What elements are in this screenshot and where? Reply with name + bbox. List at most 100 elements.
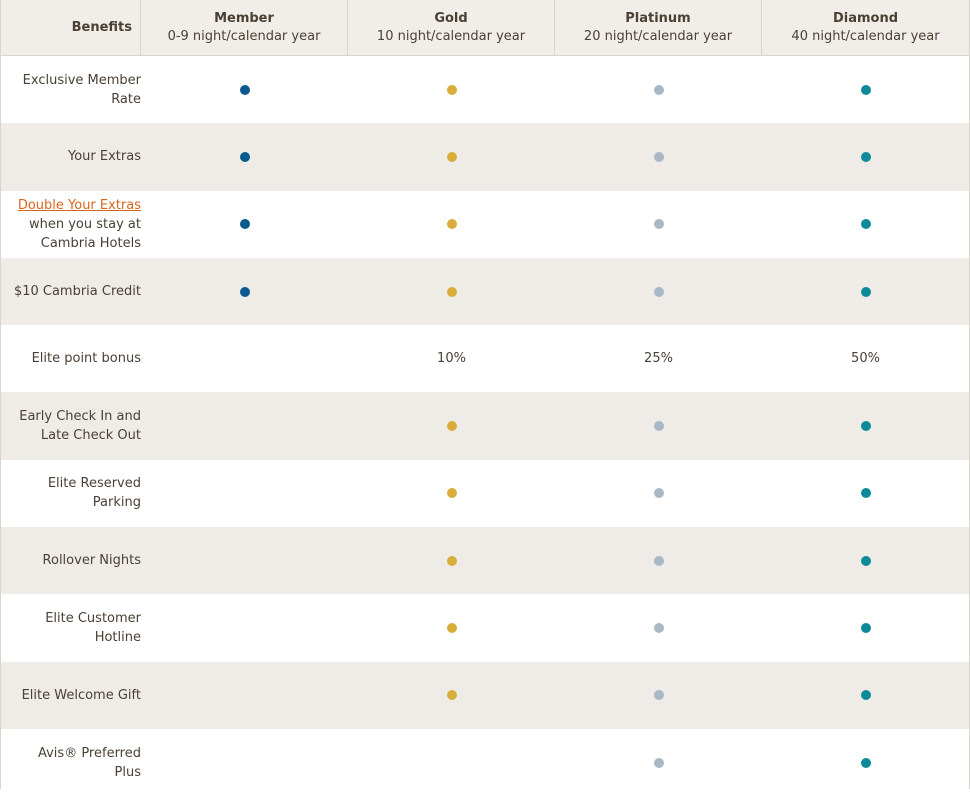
tier-cell-platinum (555, 123, 762, 190)
tier-cell-platinum (555, 258, 762, 325)
tier-cell-platinum (555, 392, 762, 459)
included-dot-icon (239, 219, 250, 230)
table-row: Double Your Extras when you stay at Camb… (1, 191, 969, 258)
tier-cell-diamond (762, 258, 969, 325)
included-dot-icon (446, 555, 457, 566)
tier-cell-member (141, 325, 348, 392)
tier-cell-platinum (555, 460, 762, 527)
bonus-value: 25% (644, 351, 673, 367)
benefit-label-text: Exclusive Member Rate (22, 72, 141, 107)
table-body: Exclusive Member Rate Your Extras Double Y… (1, 56, 969, 796)
tier-cell-member (141, 258, 348, 325)
included-dot-icon (446, 286, 457, 297)
included-dot-icon (653, 219, 664, 230)
benefit-label: $10 Cambria Credit (14, 282, 141, 301)
tier-cell-platinum (555, 191, 762, 258)
benefit-label-text: Elite Customer Hotline (45, 611, 141, 646)
benefit-label-cell: Exclusive Member Rate (1, 56, 141, 123)
benefit-label-cell: Rollover Nights (1, 527, 141, 594)
benefit-label-cell: Elite Reserved Parking (1, 460, 141, 527)
included-dot-icon (860, 151, 871, 162)
included-dot-icon (653, 286, 664, 297)
tier-nights: 20 night/calendar year (583, 28, 733, 44)
included-dot-icon (653, 421, 664, 432)
table-row: $10 Cambria Credit (1, 257, 969, 326)
tier-cell-member (141, 729, 348, 796)
tier-cell-diamond (762, 123, 969, 190)
tier-header-member: Member 0-9 night/calendar year (141, 0, 348, 55)
included-dot-icon (860, 488, 871, 499)
tier-cell-platinum (555, 594, 762, 661)
included-dot-icon (653, 488, 664, 499)
benefit-label-cell: Your Extras (1, 123, 141, 190)
benefit-label-text: Your Extras (68, 149, 141, 165)
included-dot-icon (653, 690, 664, 701)
benefit-label-text: Rollover Nights (42, 553, 141, 569)
tier-cell-gold (348, 123, 555, 190)
tier-name: Diamond (832, 10, 899, 26)
benefit-link[interactable]: Double Your Extras (17, 197, 141, 213)
benefit-label-text: Elite point bonus (31, 351, 141, 367)
tier-cell-platinum (555, 527, 762, 594)
tier-cell-member (141, 594, 348, 661)
tier-cell-diamond (762, 191, 969, 258)
benefit-label: Elite Reserved Parking (9, 474, 141, 512)
tier-cell-diamond (762, 594, 969, 661)
included-dot-icon (446, 488, 457, 499)
tier-cell-member (141, 191, 348, 258)
benefit-label: Elite point bonus (32, 349, 141, 368)
tier-cell-gold (348, 527, 555, 594)
included-dot-icon (653, 151, 664, 162)
table-row: Avis® Preferred Plus (1, 729, 969, 796)
included-dot-icon (239, 84, 250, 95)
included-dot-icon (653, 84, 664, 95)
tier-cell-gold (348, 729, 555, 796)
included-dot-icon (860, 690, 871, 701)
included-dot-icon (860, 757, 871, 768)
tier-cell-platinum: 25% (555, 325, 762, 392)
tier-cell-gold (348, 191, 555, 258)
benefit-label-text: $10 Cambria Credit (13, 284, 141, 300)
table-header: Benefits Member 0-9 night/calendar year … (1, 0, 969, 56)
tier-cell-diamond (762, 56, 969, 123)
benefit-label-text: Avis® Preferred Plus (37, 745, 141, 780)
benefit-label: Elite Welcome Gift (22, 686, 141, 705)
tier-cell-member (141, 392, 348, 459)
benefit-label: Early Check In and Late Check Out (9, 407, 141, 445)
benefit-label-text: Early Check In and Late Check Out (19, 409, 141, 444)
included-dot-icon (860, 555, 871, 566)
benefit-label-text: when you stay at Cambria Hotels (29, 216, 141, 251)
included-dot-icon (446, 623, 457, 634)
benefit-label: Elite Customer Hotline (9, 609, 141, 647)
table-row: Elite point bonus 10% 25% 50% (1, 325, 969, 392)
tier-cell-gold (348, 258, 555, 325)
included-dot-icon (446, 219, 457, 230)
benefit-label-text: Elite Welcome Gift (21, 687, 141, 703)
tier-header-gold: Gold 10 night/calendar year (348, 0, 555, 55)
tier-name: Gold (434, 10, 468, 26)
included-dot-icon (860, 421, 871, 432)
table-row: Rollover Nights (1, 527, 969, 595)
benefit-label: Rollover Nights (43, 551, 141, 570)
included-dot-icon (860, 286, 871, 297)
tier-cell-member (141, 123, 348, 190)
tier-cell-platinum (555, 729, 762, 796)
table-row: Elite Welcome Gift (1, 661, 969, 729)
tier-cell-gold (348, 594, 555, 661)
tier-cell-gold (348, 56, 555, 123)
included-dot-icon (239, 151, 250, 162)
table-row: Exclusive Member Rate (1, 56, 969, 123)
tier-cell-member (141, 527, 348, 594)
tier-name: Platinum (625, 10, 691, 26)
benefit-label: Exclusive Member Rate (9, 71, 141, 109)
tier-cell-gold (348, 392, 555, 459)
benefit-label-cell: $10 Cambria Credit (1, 258, 141, 325)
benefit-label-cell: Early Check In and Late Check Out (1, 392, 141, 459)
tier-cell-diamond (762, 527, 969, 594)
tier-name: Member (214, 10, 274, 26)
table-row: Early Check In and Late Check Out (1, 392, 969, 460)
included-dot-icon (446, 421, 457, 432)
included-dot-icon (860, 219, 871, 230)
benefit-label-text: Elite Reserved Parking (47, 476, 141, 511)
